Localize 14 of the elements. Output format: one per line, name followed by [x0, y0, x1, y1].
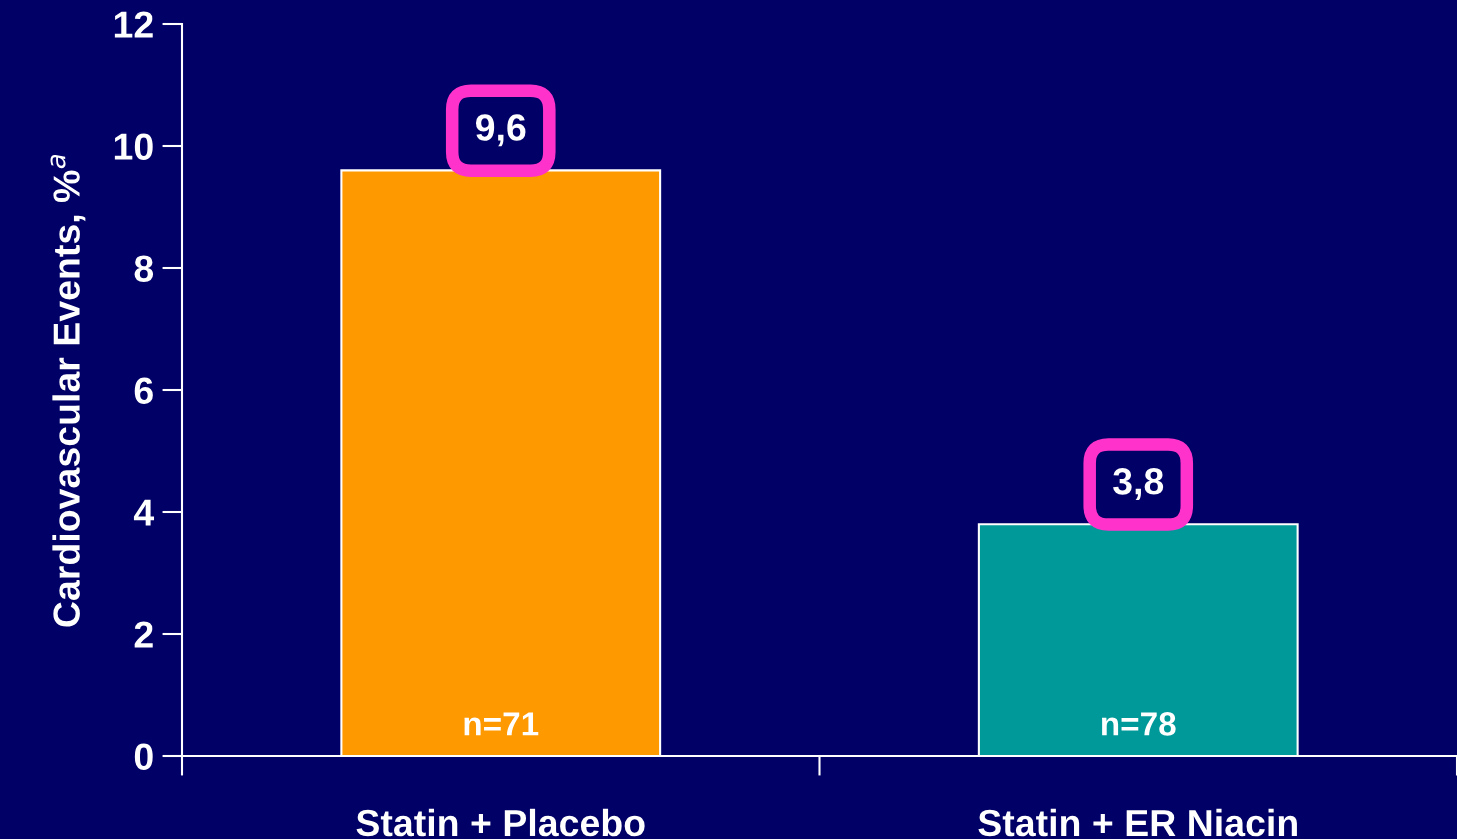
data-label: 3,8 [1113, 468, 1164, 501]
y-tick-label: 2 [134, 621, 153, 648]
y-tick-label: 4 [133, 499, 155, 526]
annotation: n=78 [1102, 712, 1176, 736]
y-tick-label: 8 [134, 255, 154, 282]
x-tick-label: Statin + ER Niacin [978, 808, 1297, 837]
annotation: n=71 [464, 712, 539, 736]
y-tick-label: 10 [114, 133, 153, 160]
data-label: 9,6 [475, 114, 526, 147]
y-axis-title: Cardiovascular Events, %$^{a}$ [50, 154, 86, 627]
y-tick-label: 6 [134, 377, 153, 404]
y-tick-label: 12 [114, 11, 153, 38]
x-tick-label: Statin + Placebo [356, 808, 645, 837]
y-tick-label: 0 [134, 743, 153, 770]
